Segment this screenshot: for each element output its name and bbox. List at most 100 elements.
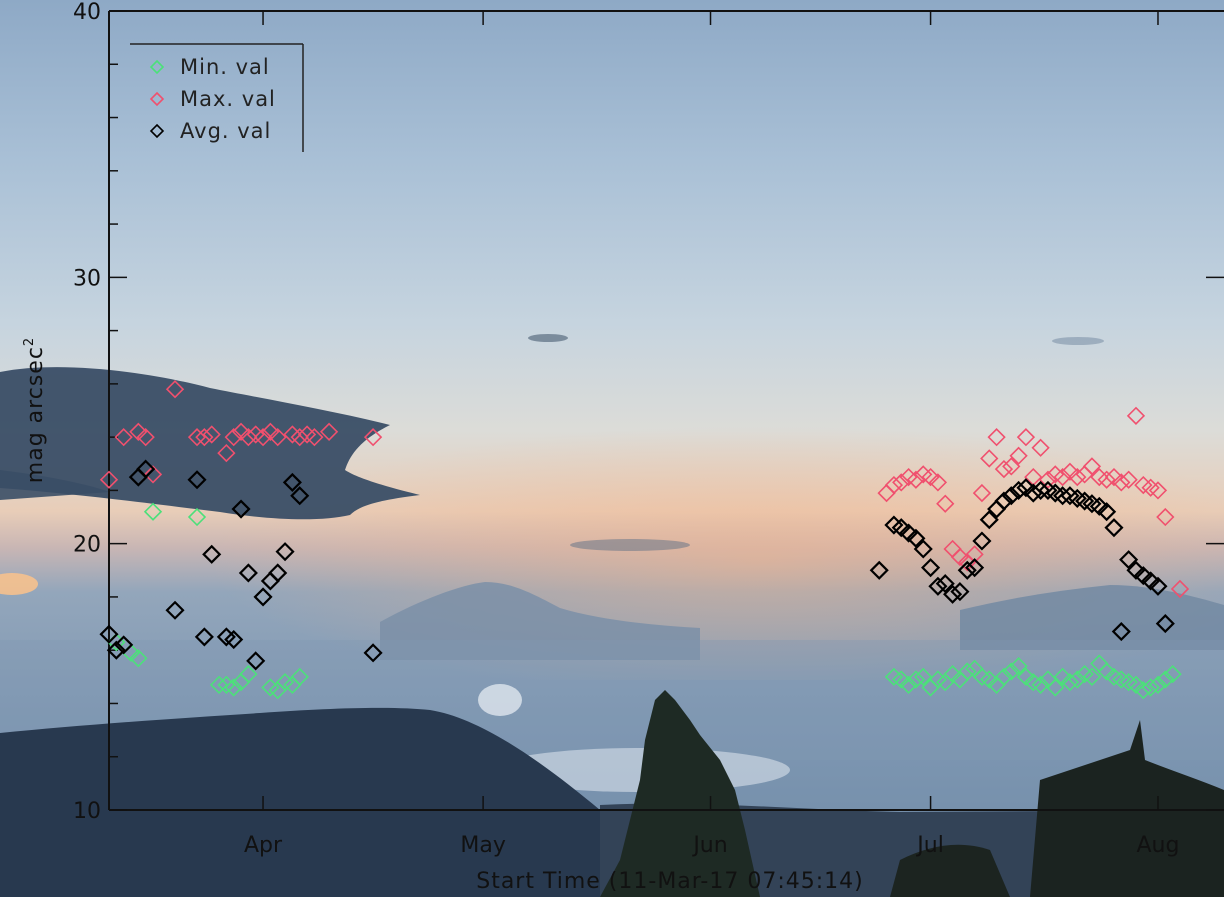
- data-point: [1082, 667, 1102, 686]
- data-point: [1119, 673, 1138, 692]
- data-point: [1148, 481, 1168, 500]
- data-point: [1060, 673, 1080, 692]
- data-point: [165, 600, 185, 620]
- y-tick-label: 10: [73, 799, 101, 824]
- data-point: [980, 449, 999, 468]
- legend-marker: [149, 91, 165, 107]
- data-point: [1141, 571, 1161, 591]
- data-point: [99, 624, 119, 644]
- legend-label: Min. val: [180, 55, 270, 79]
- data-point: [1097, 502, 1117, 522]
- data-point: [1163, 665, 1182, 684]
- data-point: [1097, 470, 1116, 489]
- data-point: [1009, 657, 1028, 676]
- data-point: [1126, 406, 1146, 425]
- legend-label: Avg. val: [180, 119, 271, 143]
- data-point: [114, 635, 134, 655]
- data-point: [1009, 480, 1029, 500]
- data-point: [253, 587, 273, 607]
- data-point: [129, 649, 148, 668]
- data-point: [136, 459, 156, 479]
- data-point: [165, 380, 185, 399]
- data-point: [1112, 670, 1131, 689]
- data-point: [231, 422, 251, 441]
- data-point: [1104, 518, 1124, 538]
- data-point: [239, 428, 258, 447]
- data-point: [928, 670, 948, 689]
- data-point: [994, 667, 1014, 686]
- tick-labels: Apr May Jun Jul Aug 10 20 30 40: [73, 0, 1179, 858]
- data-point: [1082, 457, 1102, 476]
- data-point: [921, 678, 940, 697]
- data-point: [936, 494, 955, 513]
- x-tick-label: Jul: [915, 833, 944, 858]
- data-point: [275, 542, 295, 562]
- data-point: [1126, 560, 1146, 580]
- data-point: [261, 678, 280, 697]
- data-point: [202, 544, 222, 564]
- data-point: [1156, 670, 1175, 689]
- data-point: [1090, 654, 1109, 673]
- data-point: [1148, 576, 1168, 596]
- legend: Min. val Max. val Avg. val: [130, 43, 304, 152]
- data-point: [290, 486, 310, 506]
- data-point: [972, 483, 992, 503]
- data-point: [1002, 457, 1021, 476]
- data-point: [363, 643, 383, 663]
- data-point: [239, 665, 258, 684]
- data-point: [965, 659, 984, 678]
- data-point: [224, 678, 243, 697]
- data-point: [928, 576, 948, 596]
- data-marks: [99, 380, 1190, 700]
- data-point: [891, 518, 911, 538]
- data-point: [246, 651, 266, 671]
- data-point: [194, 627, 214, 647]
- data-point: [884, 667, 904, 686]
- data-point: [143, 465, 163, 484]
- data-point: [935, 574, 955, 594]
- data-point: [268, 681, 287, 700]
- data-point: [936, 673, 955, 692]
- data-point: [950, 582, 970, 602]
- data-point: [253, 428, 273, 447]
- data-point: [921, 467, 940, 487]
- data-point: [957, 560, 977, 580]
- data-point: [869, 560, 889, 580]
- data-point: [217, 443, 236, 463]
- y-axis-title-text: mag arcsec: [23, 346, 48, 483]
- data-point: [246, 425, 265, 444]
- data-point: [99, 470, 119, 489]
- data-point: [965, 545, 984, 564]
- x-tick-label: May: [460, 833, 505, 858]
- data-point: [1119, 470, 1138, 489]
- data-point: [187, 428, 207, 447]
- x-tick-label: Apr: [244, 833, 283, 858]
- data-point: [1111, 622, 1131, 642]
- data-point: [950, 547, 970, 567]
- data-point: [994, 459, 1014, 479]
- data-point: [1053, 667, 1072, 686]
- data-point: [305, 428, 324, 447]
- data-point: [1002, 662, 1021, 681]
- data-point: [877, 483, 896, 503]
- data-point: [906, 670, 926, 689]
- data-point: [1045, 483, 1065, 503]
- x-axis-title: Start Time (11-Mar-17 07:45:14): [476, 869, 864, 894]
- data-point: [128, 467, 148, 487]
- data-point: [1119, 550, 1139, 570]
- data-point: [943, 539, 962, 559]
- data-point: [943, 584, 963, 604]
- y-axis-title-superscript: 2: [22, 337, 37, 346]
- data-point: [1170, 579, 1190, 599]
- data-point: [892, 670, 911, 689]
- data-point: [1053, 467, 1072, 487]
- data-point: [282, 472, 302, 492]
- data-point: [143, 502, 163, 521]
- data-point: [1053, 486, 1073, 506]
- data-point: [1155, 614, 1175, 634]
- data-point: [1141, 478, 1160, 497]
- y-axis-title: mag arcsec2: [22, 337, 48, 483]
- data-point: [260, 571, 280, 591]
